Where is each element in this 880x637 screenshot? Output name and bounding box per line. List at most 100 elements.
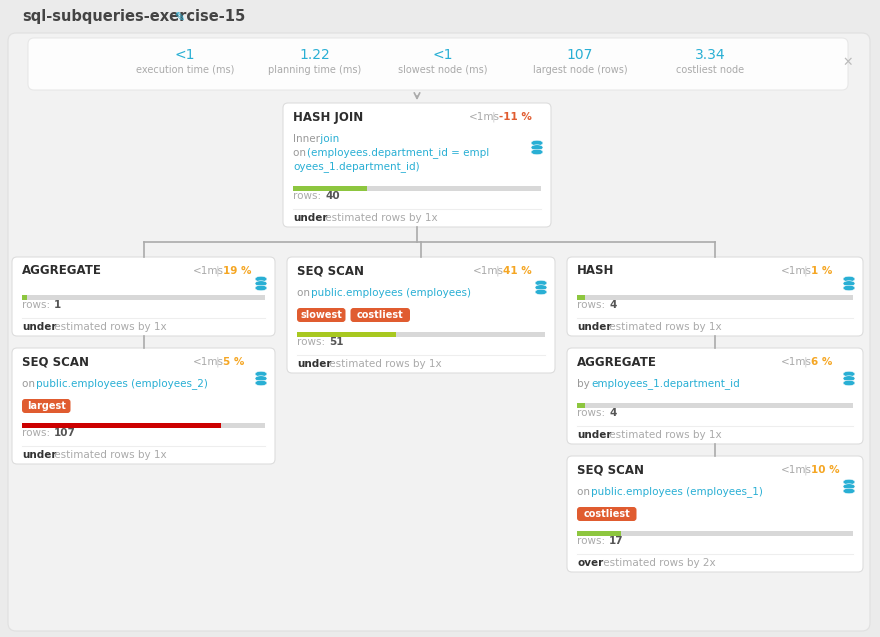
Text: slowest: slowest [300,310,342,320]
Text: AGGREGATE: AGGREGATE [22,264,102,278]
Ellipse shape [843,488,855,494]
Text: under: under [293,213,327,223]
Text: SEQ SCAN: SEQ SCAN [577,464,644,476]
Text: join: join [317,134,340,144]
FancyBboxPatch shape [567,348,863,444]
Text: <1: <1 [175,48,195,62]
Text: <1ms: <1ms [781,465,812,475]
Text: execution time (ms): execution time (ms) [136,65,234,75]
Text: slowest node (ms): slowest node (ms) [399,65,488,75]
Text: under: under [22,450,56,460]
Text: SEQ SCAN: SEQ SCAN [22,355,89,368]
Text: costliest: costliest [357,310,404,320]
Text: 107: 107 [54,428,76,438]
Ellipse shape [255,371,267,376]
Ellipse shape [535,285,547,290]
Text: rows:: rows: [293,191,325,201]
Text: 4: 4 [609,408,616,418]
Text: under: under [297,359,332,369]
FancyBboxPatch shape [287,257,555,373]
Text: AGGREGATE: AGGREGATE [577,355,656,368]
Text: rows:: rows: [577,408,608,418]
Text: on: on [297,288,313,298]
Ellipse shape [843,376,855,382]
Text: under: under [577,430,612,440]
Text: 5 %: 5 % [223,357,245,367]
Text: public.employees (employees_2): public.employees (employees_2) [36,378,209,389]
Ellipse shape [843,371,855,376]
Text: HASH JOIN: HASH JOIN [293,110,363,124]
Bar [577,403,853,408]
Text: over: over [577,558,604,568]
Ellipse shape [843,285,855,290]
Text: 19 %: 19 % [223,266,252,276]
FancyBboxPatch shape [12,257,275,336]
Text: costliest node: costliest node [676,65,744,75]
FancyBboxPatch shape [567,257,863,336]
Text: |: | [803,266,807,276]
FancyBboxPatch shape [12,348,275,464]
Bar [297,332,545,337]
Bar [22,295,265,300]
Text: 40: 40 [325,191,340,201]
Text: largest: largest [26,401,66,411]
Text: |: | [216,266,219,276]
FancyBboxPatch shape [567,456,863,572]
Text: under: under [22,322,56,332]
Text: on: on [22,379,38,389]
Text: estimated rows by 1x: estimated rows by 1x [322,213,437,223]
Text: <1ms: <1ms [781,266,812,276]
Text: ✎: ✎ [175,10,186,24]
Bar [293,186,367,191]
Ellipse shape [535,289,547,295]
Text: public.employees (employees_1): public.employees (employees_1) [591,487,763,497]
Bar [577,531,621,536]
FancyBboxPatch shape [8,33,870,631]
Ellipse shape [843,281,855,286]
Ellipse shape [255,276,267,282]
Text: |: | [803,465,807,475]
Text: 3.34: 3.34 [694,48,725,62]
Ellipse shape [531,140,543,146]
Ellipse shape [255,376,267,382]
Text: rows:: rows: [22,428,54,438]
Text: estimated rows by 1x: estimated rows by 1x [606,322,722,332]
Ellipse shape [843,380,855,386]
Ellipse shape [531,149,543,155]
Text: by: by [577,379,593,389]
Text: |: | [495,266,499,276]
Text: 10 %: 10 % [811,465,840,475]
Text: rows:: rows: [577,300,608,310]
Text: <1ms: <1ms [473,266,504,276]
Text: rows:: rows: [577,536,608,546]
Text: sql-subqueries-exercise-15: sql-subqueries-exercise-15 [22,10,246,24]
Text: <1ms: <1ms [781,357,812,367]
Text: (employees.department_id = empl: (employees.department_id = empl [307,148,489,159]
Text: |: | [803,357,807,368]
Bar [577,295,853,300]
Text: employees_1.department_id: employees_1.department_id [591,378,740,389]
FancyBboxPatch shape [28,38,848,90]
Text: costliest: costliest [583,509,630,519]
Ellipse shape [535,280,547,286]
Text: 1 %: 1 % [811,266,832,276]
Text: on: on [293,148,309,158]
Text: on: on [577,487,593,497]
FancyBboxPatch shape [283,103,551,227]
Text: estimated rows by 1x: estimated rows by 1x [51,450,166,460]
Text: |: | [491,111,495,122]
FancyBboxPatch shape [577,507,636,521]
Text: public.employees (employees): public.employees (employees) [312,288,472,298]
Text: Inner: Inner [293,134,320,144]
Text: |: | [216,357,219,368]
Ellipse shape [531,145,543,150]
Text: planning time (ms): planning time (ms) [268,65,362,75]
Text: rows:: rows: [297,337,328,347]
Text: <1: <1 [433,48,453,62]
Text: 17: 17 [609,536,624,546]
Text: 1.22: 1.22 [299,48,330,62]
Ellipse shape [843,483,855,489]
Text: HASH: HASH [577,264,614,278]
FancyBboxPatch shape [297,308,346,322]
Ellipse shape [255,380,267,386]
